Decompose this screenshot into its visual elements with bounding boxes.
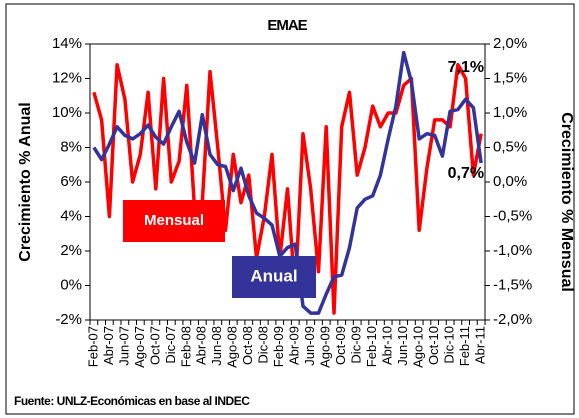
- x-tick-label: Ago-07: [132, 326, 147, 368]
- x-tick-label: Dic-07: [163, 326, 178, 364]
- x-tick-label: Feb-08: [178, 326, 193, 367]
- data-label: 0,7%: [448, 165, 484, 182]
- x-tick-label: Abr-10: [380, 326, 395, 365]
- y2-tick-label: 2,0%: [493, 35, 527, 52]
- y-axis-label: Crecimiento % Anual: [17, 102, 34, 261]
- x-tick-label: Ago-09: [318, 326, 333, 368]
- legend-box: [232, 256, 316, 298]
- y-tick-label: -2%: [55, 311, 82, 328]
- x-tick-label: Ago-10: [411, 326, 426, 368]
- y-tick-label: 14%: [52, 35, 82, 52]
- x-tick-label: Oct-09: [333, 326, 348, 365]
- data-label: 7,1%: [448, 59, 484, 76]
- legend-label: Mensual: [144, 212, 204, 229]
- x-tick-label: Ago-08: [225, 326, 240, 368]
- y2-axis-label: Crecimiento % Mensual: [558, 112, 575, 292]
- y2-tick-label: 1,5%: [493, 69, 527, 86]
- x-tick-label: Dic-09: [349, 326, 364, 364]
- x-tick-label: Dic-10: [442, 326, 457, 364]
- y-tick-label: 6%: [60, 173, 82, 190]
- x-tick-label: Feb-09: [271, 326, 286, 367]
- y-tick-label: 4%: [60, 207, 82, 224]
- x-tick-label: Oct-10: [426, 326, 441, 365]
- x-tick-label: Feb-11: [457, 326, 472, 366]
- y-tick-label: 12%: [52, 69, 82, 86]
- x-tick-label: Feb-07: [85, 326, 100, 367]
- legend-box: [123, 200, 225, 242]
- x-tick-label: Abr-09: [287, 326, 302, 365]
- y-tick-label: 10%: [52, 104, 82, 121]
- y2-tick-label: -2,0%: [493, 311, 532, 328]
- y2-tick-label: 0,0%: [493, 173, 527, 190]
- series-line: [92, 62, 483, 315]
- x-tick-label: Feb-10: [364, 326, 379, 367]
- y2-tick-label: 1,0%: [493, 104, 527, 121]
- series-line: [92, 50, 483, 315]
- x-tick-label: Jun-08: [209, 326, 224, 366]
- y2-tick-label: 0,5%: [493, 138, 527, 155]
- y-tick-label: 8%: [60, 138, 82, 155]
- y2-tick-label: -1,0%: [493, 242, 532, 259]
- x-tick-label: Abr-08: [194, 326, 209, 365]
- x-tick-label: Jun-09: [302, 326, 317, 366]
- y-tick-label: 0%: [60, 276, 82, 293]
- chart-title: EMAE: [267, 17, 307, 34]
- y2-tick-label: -0,5%: [493, 207, 532, 224]
- x-tick-label: Jun-07: [116, 326, 131, 366]
- x-tick-label: Oct-07: [147, 326, 162, 365]
- x-tick-label: Dic-08: [256, 326, 271, 364]
- legend-label: Anual: [250, 266, 297, 285]
- x-tick-label: Oct-08: [240, 326, 255, 365]
- y2-tick-label: -1,5%: [493, 276, 532, 293]
- x-tick-label: Abr-07: [101, 326, 116, 365]
- source-note: Fuente: UNLZ-Económicas en base al INDEC: [14, 394, 250, 408]
- x-tick-label: Jun-10: [395, 326, 410, 366]
- y-tick-label: 2%: [60, 242, 82, 259]
- x-tick-label: Abr-11: [473, 326, 488, 364]
